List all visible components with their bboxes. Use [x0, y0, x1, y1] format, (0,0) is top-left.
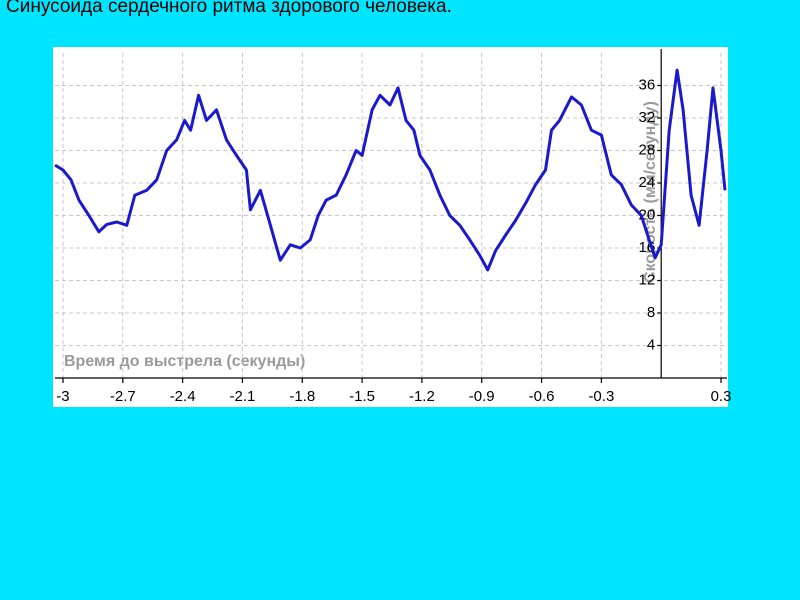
y-tick-label: 36	[639, 76, 656, 93]
x-tick-label: -0.3	[588, 388, 614, 405]
y-tick-label: 8	[647, 304, 655, 321]
slide-title: Синусоида сердечного ритма здорового чел…	[6, 0, 452, 17]
data-line	[54, 68, 727, 272]
x-tick-label: -2.1	[230, 388, 256, 405]
x-tick-label: -2.7	[110, 388, 136, 405]
y-tick-label: 24	[639, 174, 656, 191]
x-tick-label: -1.8	[289, 388, 315, 405]
x-axis-title: Время до выстрела (секунды)	[64, 353, 305, 370]
y-tick-label: 12	[639, 271, 656, 288]
chart-panel	[53, 47, 728, 407]
x-tick-label: -1.2	[409, 388, 435, 405]
y-tick-label: 4	[647, 336, 655, 353]
x-tick-label: -0.6	[529, 388, 555, 405]
x-tick-label: -2.4	[170, 388, 196, 405]
x-tick-label: 0.3	[711, 388, 732, 405]
x-tick-label: -0.9	[469, 388, 495, 405]
x-tick-label: -3	[56, 388, 69, 405]
x-tick-label: -1.5	[349, 388, 375, 405]
y-tick-label: 32	[639, 109, 656, 126]
y-tick-label: 28	[639, 141, 656, 158]
y-axis-title: Скорость (мм/секунду)	[642, 101, 659, 283]
